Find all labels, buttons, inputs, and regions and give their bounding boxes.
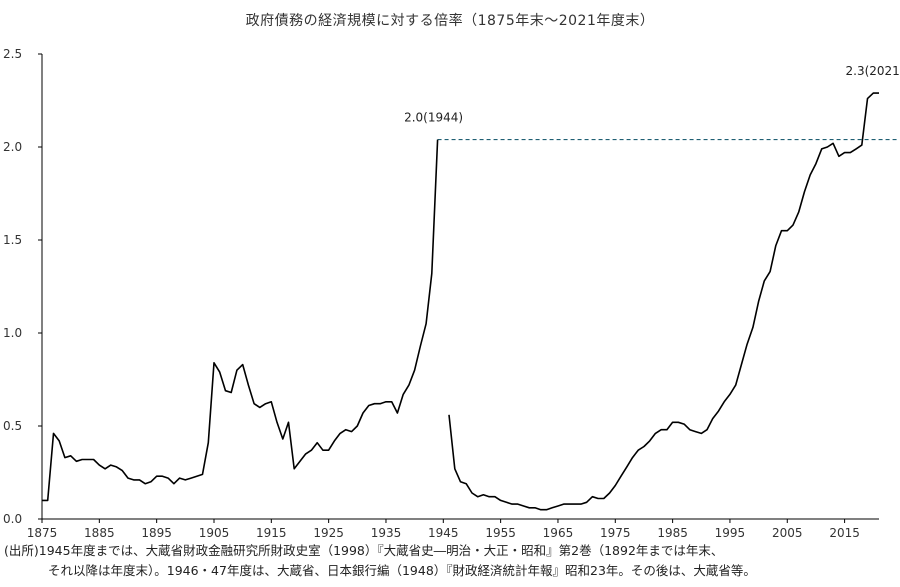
y-tick-label: 2.5 [3, 47, 22, 61]
series-layer [42, 92, 899, 511]
source-note-line-2: それ以降は年度末）。1946・47年度は、大蔵省、日本銀行編（1948）『財政経… [48, 563, 756, 578]
x-tick-label: 1905 [199, 526, 230, 540]
x-tick-label: 1925 [313, 526, 344, 540]
y-tick-label: 0.5 [3, 419, 22, 433]
x-tick-label: 1875 [27, 526, 58, 540]
y-tick-label: 0.0 [3, 512, 22, 526]
y-axis-ticks: 0.0 0.5 1.0 1.5 2.0 2.5 [3, 47, 42, 526]
x-axis-ticks: 1875 1885 1895 1905 1915 1925 1935 1945 1955 1965… [27, 519, 860, 540]
x-tick-label: 1915 [256, 526, 287, 540]
x-tick-label: 1945 [428, 526, 459, 540]
x-tick-label: 1995 [715, 526, 746, 540]
x-tick-label: 1985 [657, 526, 688, 540]
x-tick-label: 1885 [84, 526, 115, 540]
x-tick-label: 1895 [141, 526, 172, 540]
y-tick-label: 1.5 [3, 233, 22, 247]
series-line-segment-2 [448, 92, 879, 511]
chart-axes [41, 54, 879, 520]
source-note-line-1: (出所)1945年度までは、大蔵省財政金融研究所財政史室（1998）『大蔵省史―… [4, 543, 724, 558]
x-tick-label: 1935 [371, 526, 402, 540]
y-tick-label: 2.0 [3, 140, 22, 154]
data-label-2: 2.3(2021) [846, 64, 900, 78]
x-tick-label: 1975 [600, 526, 631, 540]
data-label-1: 2.0(1944) [404, 111, 463, 125]
chart-title: 政府債務の経済規模に対する倍率（1875年末～2021年度末） [245, 13, 655, 29]
x-tick-label: 1965 [543, 526, 574, 540]
series-line-segment-1 [42, 139, 439, 502]
x-tick-label: 2015 [829, 526, 860, 540]
source-note: (出所)1945年度までは、大蔵省財政金融研究所財政史室（1998）『大蔵省史―… [4, 541, 896, 581]
annotation-layer: 2.0(1944) 2.3(2021) [404, 64, 900, 125]
x-tick-label: 2005 [772, 526, 803, 540]
x-tick-label: 1955 [485, 526, 516, 540]
y-tick-label: 1.0 [3, 326, 22, 340]
